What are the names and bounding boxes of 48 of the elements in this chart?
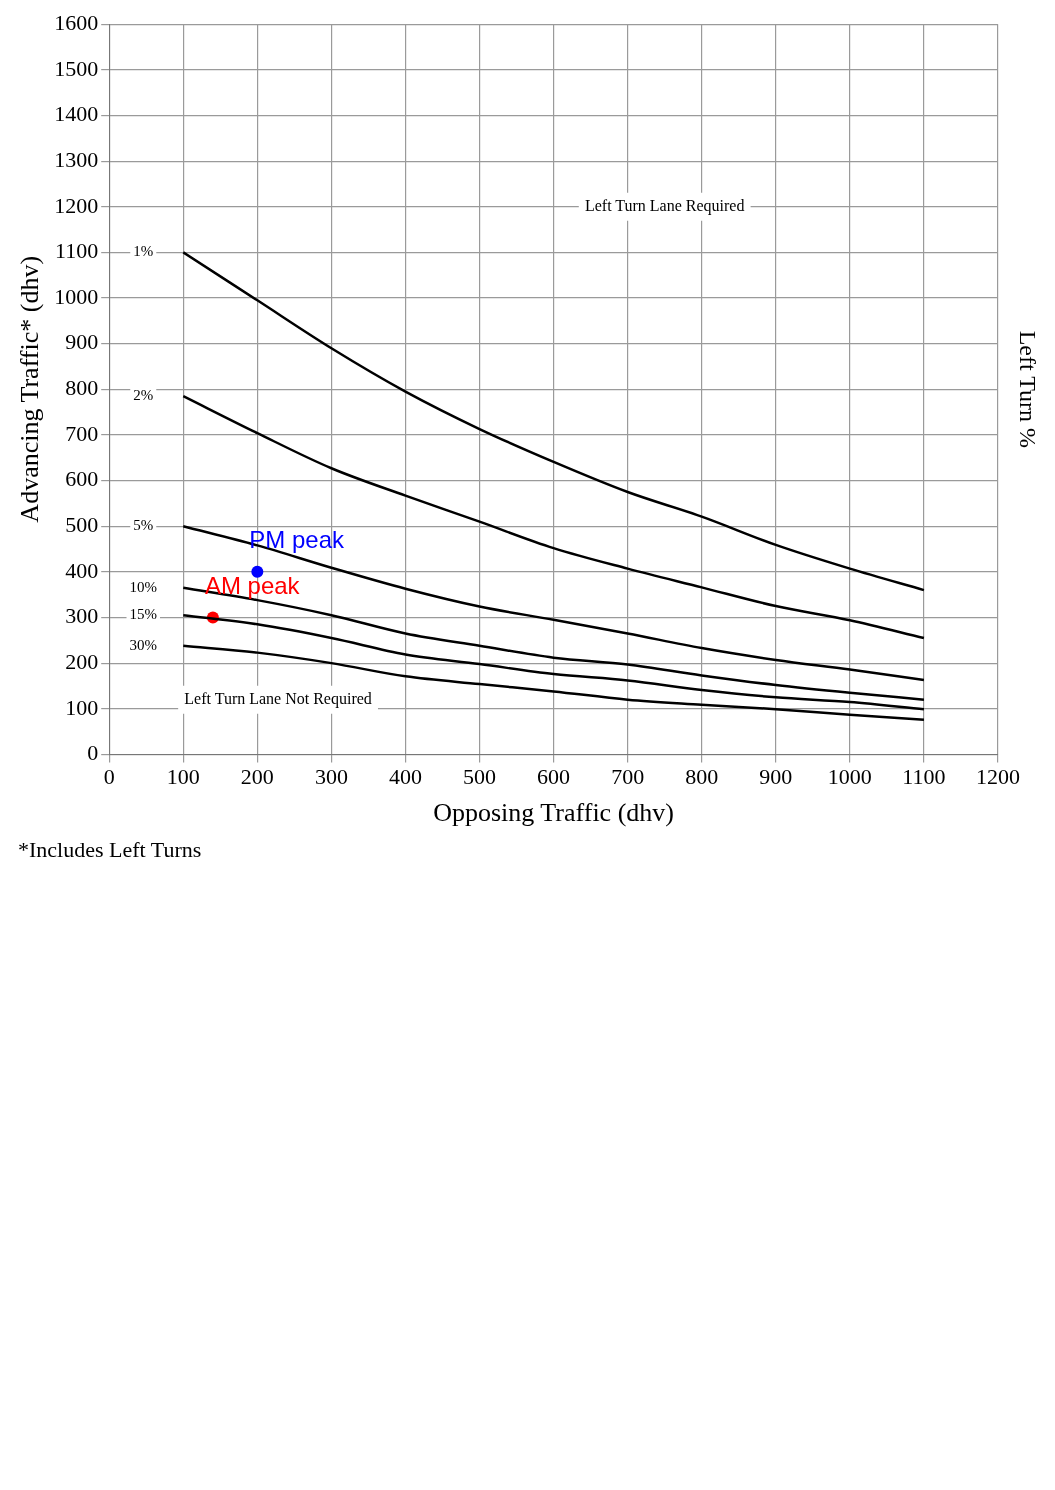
y-tick-label: 1100 [55, 238, 99, 264]
x-tick-label: 100 [166, 764, 200, 790]
y-tick-label: 1200 [54, 192, 99, 218]
series-label: 10% [129, 578, 158, 595]
y-tick-label: 500 [65, 511, 99, 537]
x-tick-label: 400 [388, 764, 422, 790]
y-tick-label: 1400 [54, 101, 99, 127]
text: 1% [133, 243, 154, 260]
x-tick-label: 1000 [827, 764, 872, 790]
y-tick-label: 1300 [54, 146, 99, 172]
x-tick-label: 300 [314, 764, 348, 790]
series-label: PM peak [249, 526, 346, 554]
x-tick-label: 200 [240, 764, 274, 790]
x-tick-label: 600 [537, 764, 571, 790]
series-label: AM peak [204, 572, 301, 600]
line-series [182, 524, 926, 682]
annotation: Left Turn Lane Not Required [184, 689, 372, 708]
x-tick-label: 800 [685, 764, 719, 790]
line-series [182, 394, 926, 640]
series-label: 30% [129, 636, 158, 653]
text: 5% [133, 517, 154, 534]
y-tick-label: 700 [65, 420, 99, 446]
y-tick-label: 200 [65, 648, 99, 674]
y-tick-label: 100 [65, 694, 99, 720]
y-tick-label: 1500 [54, 55, 99, 81]
series-label: 15% [129, 606, 158, 623]
y-tick-label: 1000 [54, 283, 99, 309]
y-tick-label: 300 [65, 603, 99, 629]
y-axis-title: Advancing Traffic* (dhv) [15, 255, 45, 523]
x-tick-label: 500 [463, 764, 497, 790]
line-series [182, 613, 926, 711]
x-tick-label: 1200 [976, 764, 1020, 790]
text: 2% [133, 387, 154, 404]
y-tick-label: 1600 [54, 9, 99, 35]
line-series [182, 644, 926, 721]
y-tick-label: 0 [87, 740, 99, 766]
y-tick-label: 900 [65, 329, 99, 355]
y-tick-label: 800 [65, 375, 99, 401]
x-tick-label: 1100 [902, 764, 946, 790]
text: *Includes Left Turns [18, 836, 202, 862]
y2-axis-title: Left Turn % [1014, 330, 1041, 448]
y-tick-label: 600 [65, 466, 99, 492]
x-axis-title: Opposing Traffic (dhv) [433, 798, 674, 828]
x-tick-label: 900 [759, 764, 793, 790]
x-tick-label: 700 [611, 764, 645, 790]
y-tick-label: 400 [65, 557, 99, 583]
annotation: Left Turn Lane Required [584, 196, 745, 215]
x-tick-label: 0 [103, 764, 115, 790]
